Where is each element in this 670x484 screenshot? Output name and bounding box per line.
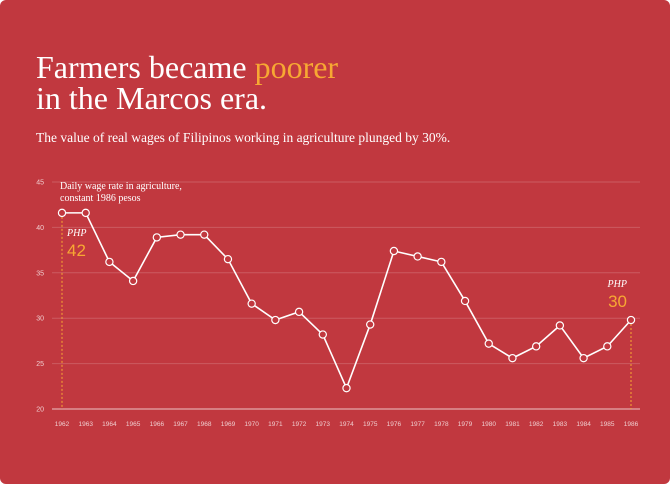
chart-title: Farmers became poorer in the Marcos era. xyxy=(36,49,346,116)
x-tick-label: 1964 xyxy=(102,421,117,428)
point xyxy=(389,246,399,256)
y-tick-label: 35 xyxy=(36,270,44,277)
x-tick-label: 1980 xyxy=(482,421,497,428)
point xyxy=(200,230,209,239)
x-tick-label: 1974 xyxy=(339,421,354,428)
y-axis-label-line: constant 1986 pesos xyxy=(60,193,141,204)
x-tick-label: 1979 xyxy=(458,421,473,428)
point xyxy=(579,353,588,363)
point xyxy=(603,342,612,351)
point xyxy=(626,315,636,325)
point xyxy=(555,321,565,330)
x-tick-label: 1970 xyxy=(244,421,259,428)
point xyxy=(508,353,517,363)
annotation-value: 42 xyxy=(67,241,86,260)
x-tick-label: 1966 xyxy=(150,421,165,428)
x-tick-label: 1983 xyxy=(553,421,568,428)
point xyxy=(105,257,114,267)
title-part: in the Marcos era. xyxy=(36,80,267,116)
title-highlight: poorer xyxy=(255,49,339,85)
annotation-unit: PHP xyxy=(66,228,86,239)
point xyxy=(271,315,280,325)
point xyxy=(247,299,256,308)
point xyxy=(176,230,185,239)
y-tick-label: 20 xyxy=(36,407,44,414)
y-tick-label: 45 xyxy=(36,180,44,187)
point xyxy=(318,330,327,339)
point xyxy=(294,307,304,317)
title-part: Farmers became xyxy=(36,49,247,85)
x-tick-label: 1967 xyxy=(173,421,188,428)
x-tick-label: 1975 xyxy=(363,421,378,428)
y-tick-label: 40 xyxy=(36,225,44,232)
subtitle: The value of real wages of Filipinos wor… xyxy=(36,130,450,145)
point xyxy=(531,342,541,351)
x-tick-label: 1986 xyxy=(624,421,639,428)
x-tick-label: 1973 xyxy=(316,421,331,428)
point xyxy=(57,208,67,218)
y-tick-label: 25 xyxy=(36,361,44,368)
x-tick-label: 1963 xyxy=(78,421,93,428)
point xyxy=(81,208,90,218)
x-tick-label: 1978 xyxy=(434,421,449,428)
x-tick-label: 1985 xyxy=(600,421,615,428)
x-tick-label: 1977 xyxy=(410,421,425,428)
x-tick-label: 1982 xyxy=(529,421,544,428)
point xyxy=(128,276,138,286)
x-tick-label: 1984 xyxy=(576,421,591,428)
x-tick-label: 1971 xyxy=(268,421,283,428)
y-axis-label: Daily wage rate in agriculture, constant… xyxy=(60,181,184,204)
x-tick-label: 1965 xyxy=(126,421,141,428)
point xyxy=(437,257,446,267)
x-tick-label: 1981 xyxy=(505,421,520,428)
y-axis-label-line: Daily wage rate in agriculture, xyxy=(60,181,182,192)
x-tick-label: 1962 xyxy=(55,421,70,428)
x-tick-label: 1976 xyxy=(387,421,402,428)
annotation-value: 30 xyxy=(608,292,627,311)
point xyxy=(152,233,162,242)
point xyxy=(223,254,233,264)
point xyxy=(484,339,493,348)
point xyxy=(413,252,422,261)
point xyxy=(460,296,470,306)
annotation-unit: PHP xyxy=(607,279,627,290)
x-tick-label: 1969 xyxy=(221,421,236,428)
point xyxy=(366,320,375,329)
point xyxy=(342,383,351,393)
y-tick-label: 30 xyxy=(36,316,44,323)
x-tick-label: 1968 xyxy=(197,421,212,428)
x-tick-label: 1972 xyxy=(292,421,307,428)
